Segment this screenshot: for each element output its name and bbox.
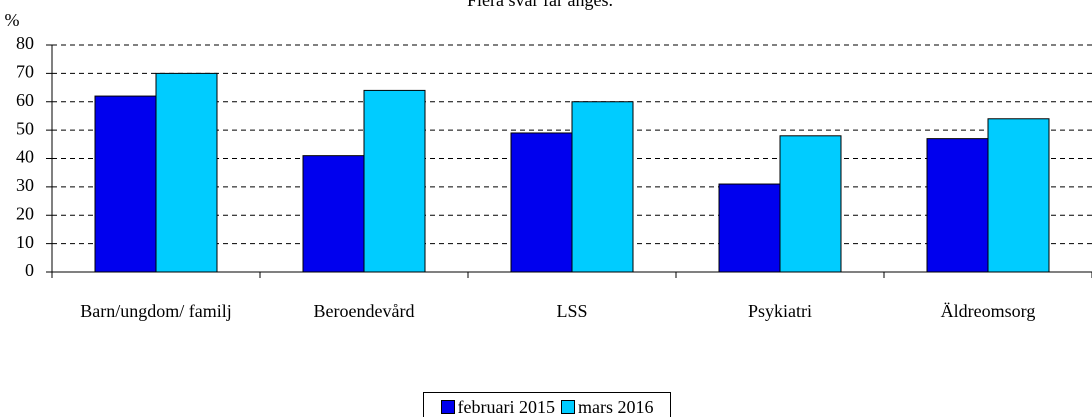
- legend-item: februari 2015: [440, 396, 555, 417]
- y-tick-label: 50: [16, 118, 34, 138]
- bar: [987, 118, 1050, 273]
- x-tick-label: LSS: [556, 301, 588, 321]
- y-axis-label: %: [5, 10, 20, 30]
- legend-swatch: [560, 400, 575, 414]
- bar: [155, 72, 218, 273]
- bar: [926, 138, 989, 273]
- chart-title: Flera svar får anges.: [467, 0, 613, 10]
- y-tick-label: 0: [25, 260, 34, 280]
- legend-item: mars 2016: [560, 396, 654, 417]
- x-tick-label: Beroendevård: [313, 301, 415, 321]
- y-tick-label: 30: [16, 175, 34, 195]
- y-tick-label: 20: [16, 203, 34, 223]
- legend: februari 2015 mars 2016: [423, 392, 671, 417]
- legend-swatch: [440, 400, 455, 414]
- legend-label: februari 2015: [457, 396, 555, 417]
- y-tick-label: 70: [16, 62, 34, 82]
- y-tick-label: 60: [16, 90, 34, 110]
- y-tick-label: 10: [16, 232, 34, 252]
- x-tick-label: Barn/ungdom/ familj: [80, 301, 232, 321]
- x-tick-label: Psykiatri: [747, 301, 812, 321]
- bar: [363, 89, 426, 273]
- bar: [779, 135, 842, 273]
- bar: [571, 101, 634, 273]
- x-tick-label: Äldreomsorg: [940, 301, 1036, 321]
- bar: [94, 95, 157, 273]
- bar: [510, 132, 573, 273]
- y-tick-label: 40: [16, 147, 34, 167]
- y-tick-label: 80: [16, 33, 34, 53]
- bar: [302, 155, 365, 273]
- bar: [718, 183, 781, 273]
- legend-label: mars 2016: [577, 396, 654, 417]
